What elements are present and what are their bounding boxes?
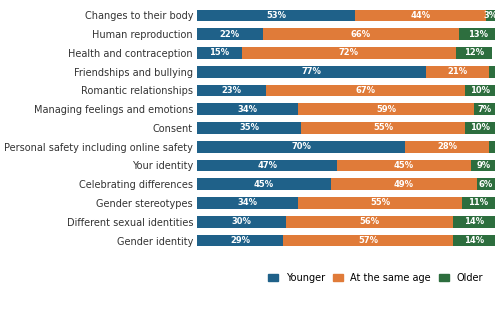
Bar xyxy=(284,235,453,246)
Text: 53%: 53% xyxy=(266,11,286,20)
Text: 70%: 70% xyxy=(292,142,311,151)
Bar xyxy=(465,85,494,96)
Bar xyxy=(197,104,298,115)
Text: 11%: 11% xyxy=(468,198,488,207)
Bar xyxy=(453,216,494,227)
Text: 9%: 9% xyxy=(477,161,491,170)
Bar xyxy=(262,28,459,40)
Text: 28%: 28% xyxy=(437,142,457,151)
Bar xyxy=(471,160,498,171)
Text: 44%: 44% xyxy=(410,11,430,20)
Text: 23%: 23% xyxy=(222,86,242,95)
Text: 49%: 49% xyxy=(394,180,414,189)
Bar xyxy=(197,122,302,134)
Text: 34%: 34% xyxy=(238,105,258,114)
Bar xyxy=(197,28,262,40)
Bar xyxy=(298,197,462,209)
Bar xyxy=(476,178,494,190)
Bar xyxy=(197,47,242,59)
Bar xyxy=(266,85,465,96)
Text: 14%: 14% xyxy=(464,236,484,245)
Text: 7%: 7% xyxy=(477,105,491,114)
Text: 10%: 10% xyxy=(470,86,490,95)
Bar xyxy=(197,10,355,21)
Text: 45%: 45% xyxy=(254,180,274,189)
Text: 72%: 72% xyxy=(339,49,359,57)
Legend: Younger, At the same age, Older: Younger, At the same age, Older xyxy=(264,269,486,287)
Text: 56%: 56% xyxy=(360,217,380,226)
Text: 57%: 57% xyxy=(358,236,378,245)
Text: 12%: 12% xyxy=(464,49,484,57)
Bar xyxy=(197,197,298,209)
Bar xyxy=(331,178,476,190)
Text: 67%: 67% xyxy=(355,86,375,95)
Bar xyxy=(486,10,494,21)
Bar xyxy=(456,47,492,59)
Bar xyxy=(465,122,494,134)
Text: 47%: 47% xyxy=(257,161,277,170)
Text: 22%: 22% xyxy=(220,30,240,39)
Bar xyxy=(197,160,337,171)
Bar xyxy=(197,178,331,190)
Bar xyxy=(355,10,486,21)
Text: 29%: 29% xyxy=(230,236,250,245)
Bar xyxy=(453,235,494,246)
Bar xyxy=(197,235,284,246)
Bar xyxy=(298,104,474,115)
Text: 35%: 35% xyxy=(239,124,259,133)
Text: 77%: 77% xyxy=(302,67,322,76)
Text: 21%: 21% xyxy=(448,67,468,76)
Bar xyxy=(488,66,494,78)
Bar xyxy=(337,160,471,171)
Bar xyxy=(406,141,488,153)
Text: 3%: 3% xyxy=(483,11,497,20)
Text: 66%: 66% xyxy=(350,30,371,39)
Bar xyxy=(242,47,456,59)
Bar xyxy=(459,28,498,40)
Bar xyxy=(426,66,488,78)
Text: 30%: 30% xyxy=(232,217,252,226)
Text: 55%: 55% xyxy=(370,198,390,207)
Bar xyxy=(197,85,266,96)
Bar xyxy=(197,66,426,78)
Text: 55%: 55% xyxy=(373,124,393,133)
Text: 59%: 59% xyxy=(376,105,396,114)
Text: 6%: 6% xyxy=(478,180,493,189)
Bar xyxy=(488,141,494,153)
Text: 34%: 34% xyxy=(238,198,258,207)
Bar xyxy=(286,216,453,227)
Bar xyxy=(462,197,494,209)
Text: 45%: 45% xyxy=(394,161,414,170)
Text: 14%: 14% xyxy=(464,217,484,226)
Bar xyxy=(197,141,406,153)
Bar xyxy=(474,104,494,115)
Bar xyxy=(302,122,465,134)
Bar xyxy=(197,216,286,227)
Text: 10%: 10% xyxy=(470,124,490,133)
Text: 13%: 13% xyxy=(468,30,488,39)
Text: 15%: 15% xyxy=(210,49,230,57)
